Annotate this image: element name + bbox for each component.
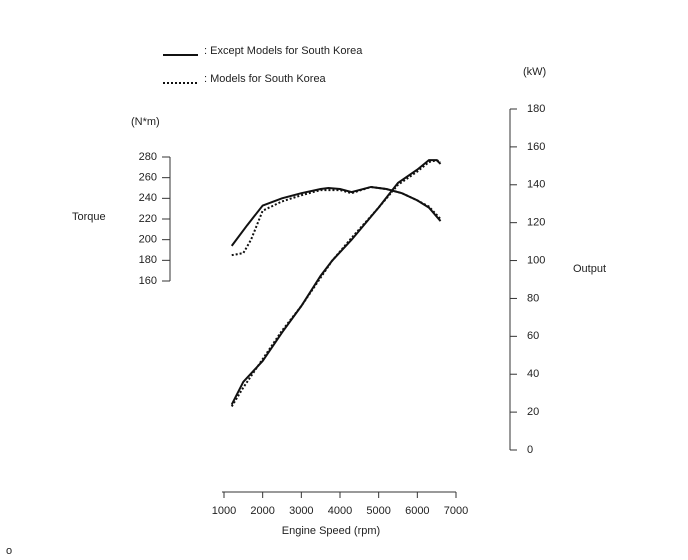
x-tick-label: 6000 [405,505,429,517]
x-tick-label: 5000 [366,505,390,517]
y-tick-label: 240 [139,192,157,204]
y-unit: (N*m) [131,116,160,128]
y2-label: Output [573,263,606,275]
y2-tick-label: 0 [527,444,533,456]
series-line [231,185,442,257]
y2-tick-label: 120 [527,217,545,229]
x-tick-label: 7000 [444,505,468,517]
y2-tick-label: 140 [527,179,545,191]
x-tick-label: 3000 [289,505,313,517]
legend-label: : Models for South Korea [204,73,327,85]
series-line [230,185,442,247]
legend-label: : Except Models for South Korea [204,45,363,57]
y2-tick-label: 20 [527,406,539,418]
y-tick-label: 260 [139,172,157,184]
y-tick-label: 220 [139,213,157,225]
y2-tick-label: 160 [527,141,545,153]
note: o [6,545,12,557]
x-label: Engine Speed (rpm) [282,525,380,537]
y-label: Torque [72,211,106,223]
y2-tick-label: 40 [527,368,539,380]
y2-tick-label: 100 [527,254,545,266]
y-tick-label: 160 [139,275,157,287]
y-tick-label: 280 [139,151,157,163]
series-line [230,159,441,407]
y2-tick-label: 60 [527,330,539,342]
y2-tick-label: 180 [527,103,545,115]
series-line [230,159,442,405]
y2-unit: (kW) [523,66,546,78]
x-tick-label: 2000 [250,505,274,517]
x-tick-label: 1000 [212,505,236,517]
x-tick-label: 4000 [328,505,352,517]
y-tick-label: 180 [139,254,157,266]
y-tick-label: 200 [139,234,157,246]
y2-tick-label: 80 [527,292,539,304]
